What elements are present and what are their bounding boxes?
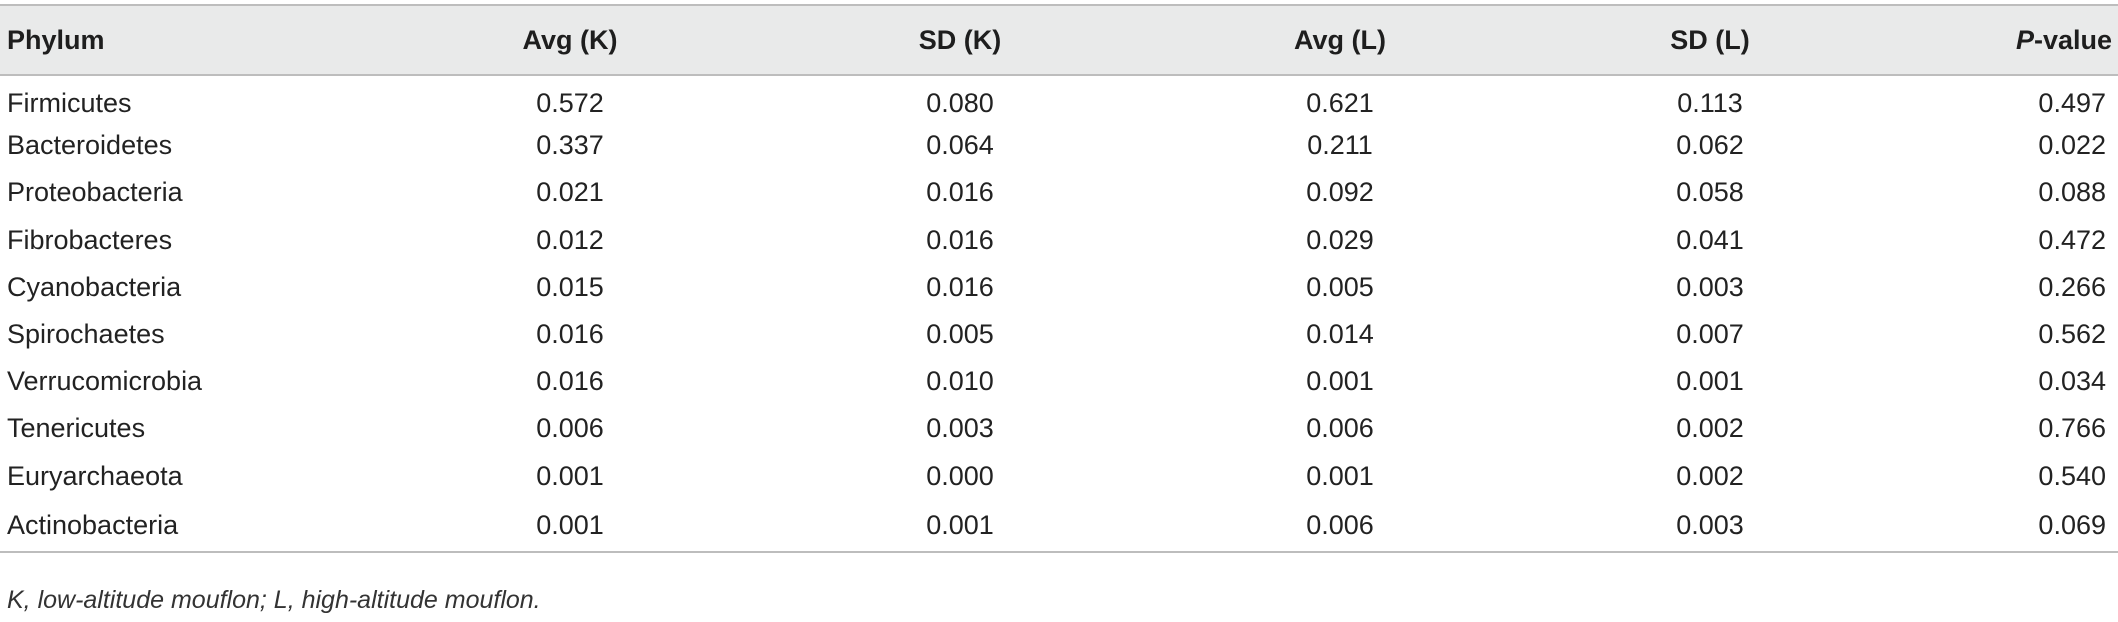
table-row: Bacteroidetes 0.337 0.064 0.211 0.062 0.022 bbox=[0, 122, 2118, 169]
cell-avg-k: 0.006 bbox=[536, 413, 604, 444]
cell-sd-l: 0.003 bbox=[1540, 499, 1880, 553]
cell-p-value: 0.022 bbox=[2038, 130, 2106, 161]
cell-sd-l: 0.002 bbox=[1676, 460, 1744, 491]
cell-phylum: Tenericutes bbox=[7, 413, 146, 444]
table-row: Euryarchaeota 0.001 0.000 0.001 0.002 0.540 bbox=[0, 453, 2118, 500]
cell-avg-k: 0.001 bbox=[360, 499, 780, 553]
cell-avg-k: 0.012 bbox=[536, 224, 604, 255]
cell-avg-l: 0.001 bbox=[1306, 460, 1374, 491]
cell-sd-l: 0.058 bbox=[1676, 177, 1744, 208]
cell-phylum: Actinobacteria bbox=[0, 499, 360, 553]
cell-avg-k: 0.016 bbox=[536, 319, 604, 350]
cell-phylum: Bacteroidetes bbox=[7, 130, 173, 161]
cell-sd-l: 0.002 bbox=[1676, 413, 1744, 444]
cell-avg-l: 0.001 bbox=[1306, 366, 1374, 397]
cell-sd-k: 0.080 bbox=[926, 87, 994, 118]
header-p-value: P-value bbox=[1880, 4, 2118, 76]
header-p-value-italic: P bbox=[2015, 24, 2034, 55]
table-row: Firmicutes 0.572 0.080 0.621 0.113 0.497 bbox=[0, 75, 2118, 122]
cell-sd-l: 0.001 bbox=[1676, 366, 1744, 397]
cell-avg-l: 0.014 bbox=[1306, 319, 1374, 350]
cell-sd-l: 0.007 bbox=[1676, 319, 1744, 350]
cell-phylum: Verrucomicrobia bbox=[7, 366, 203, 397]
phylum-abundance-table: Phylum Avg (K) SD (K) Avg (L) SD (L) P-v… bbox=[0, 4, 2118, 553]
cell-p-value: 0.069 bbox=[1880, 499, 2118, 553]
cell-avg-l: 0.092 bbox=[1306, 177, 1374, 208]
cell-phylum: Spirochaetes bbox=[7, 319, 165, 350]
header-avg-k: Avg (K) bbox=[360, 4, 780, 76]
cell-avg-l: 0.006 bbox=[1140, 499, 1540, 553]
cell-avg-k: 0.337 bbox=[536, 130, 604, 161]
cell-avg-l: 0.006 bbox=[1306, 413, 1374, 444]
cell-phylum: Firmicutes bbox=[7, 87, 132, 118]
cell-p-value: 0.562 bbox=[2038, 319, 2106, 350]
cell-avg-l: 0.005 bbox=[1306, 271, 1374, 302]
cell-phylum: Euryarchaeota bbox=[7, 460, 183, 491]
cell-sd-l: 0.062 bbox=[1676, 130, 1744, 161]
table-footnote: K, low-altitude mouflon; L, high-altitud… bbox=[7, 586, 541, 614]
table-row: Cyanobacteria 0.015 0.016 0.005 0.003 0.266 bbox=[0, 264, 2118, 311]
table-row: Actinobacteria 0.001 0.001 0.006 0.003 0.069 bbox=[0, 499, 2118, 553]
header-p-value-rest: -value bbox=[2033, 24, 2112, 55]
cell-p-value: 0.034 bbox=[2038, 366, 2106, 397]
table-row: Tenericutes 0.006 0.003 0.006 0.002 0.766 bbox=[0, 405, 2118, 452]
header-avg-l: Avg (L) bbox=[1140, 4, 1540, 76]
table-body: Firmicutes 0.572 0.080 0.621 0.113 0.497 Bacte… bbox=[0, 75, 2118, 553]
cell-p-value: 0.266 bbox=[2038, 271, 2106, 302]
cell-avg-l: 0.211 bbox=[1307, 130, 1373, 161]
cell-sd-k: 0.003 bbox=[926, 413, 994, 444]
cell-sd-k: 0.016 bbox=[926, 271, 994, 302]
table-row: Verrucomicrobia 0.016 0.010 0.001 0.001 0.034 bbox=[0, 358, 2118, 405]
cell-p-value: 0.497 bbox=[2038, 87, 2106, 118]
cell-avg-k: 0.001 bbox=[536, 460, 604, 491]
cell-sd-k: 0.001 bbox=[780, 499, 1140, 553]
table-header: Phylum Avg (K) SD (K) Avg (L) SD (L) P-v… bbox=[0, 4, 2118, 76]
cell-p-value: 0.088 bbox=[2038, 177, 2106, 208]
cell-phylum: Fibrobacteres bbox=[7, 224, 173, 255]
cell-sd-k: 0.064 bbox=[926, 130, 994, 161]
cell-p-value: 0.766 bbox=[2038, 413, 2106, 444]
cell-sd-k: 0.016 bbox=[926, 224, 994, 255]
cell-avg-l: 0.621 bbox=[1306, 87, 1374, 118]
cell-sd-k: 0.005 bbox=[926, 319, 994, 350]
cell-sd-k: 0.010 bbox=[926, 366, 994, 397]
header-phylum: Phylum bbox=[0, 4, 360, 76]
table-row: Fibrobacteres 0.012 0.016 0.029 0.041 0.472 bbox=[0, 217, 2118, 264]
cell-sd-l: 0.041 bbox=[1676, 224, 1744, 255]
table-row: Spirochaetes 0.016 0.005 0.014 0.007 0.562 bbox=[0, 311, 2118, 358]
cell-sd-l: 0.113 bbox=[1677, 87, 1743, 118]
cell-p-value: 0.472 bbox=[2038, 224, 2106, 255]
cell-avg-k: 0.015 bbox=[536, 271, 604, 302]
header-sd-l: SD (L) bbox=[1540, 4, 1880, 76]
cell-sd-k: 0.000 bbox=[926, 460, 994, 491]
cell-sd-l: 0.003 bbox=[1676, 271, 1744, 302]
cell-avg-k: 0.016 bbox=[536, 366, 604, 397]
cell-phylum: Cyanobacteria bbox=[7, 271, 182, 302]
cell-sd-k: 0.016 bbox=[926, 177, 994, 208]
table-row: Proteobacteria 0.021 0.016 0.092 0.058 0.088 bbox=[0, 169, 2118, 216]
header-row: Phylum Avg (K) SD (K) Avg (L) SD (L) P-v… bbox=[0, 4, 2118, 76]
cell-avg-k: 0.021 bbox=[536, 177, 604, 208]
cell-avg-k: 0.572 bbox=[536, 87, 604, 118]
cell-phylum: Proteobacteria bbox=[7, 177, 183, 208]
cell-avg-l: 0.029 bbox=[1306, 224, 1374, 255]
header-sd-k: SD (K) bbox=[780, 4, 1140, 76]
cell-p-value: 0.540 bbox=[2038, 460, 2106, 491]
